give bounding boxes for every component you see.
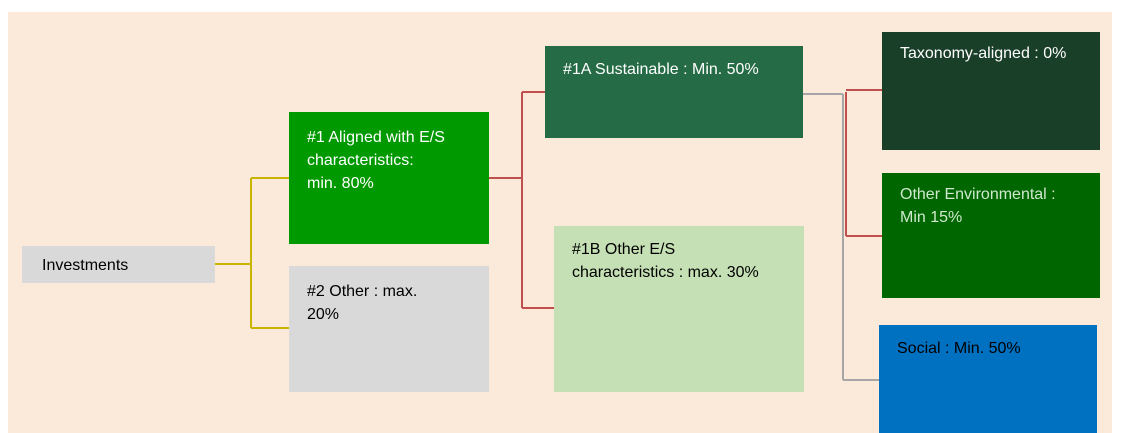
node: #1B Other E/S characteristics : max. 30%	[554, 226, 804, 392]
node: #1 Aligned with E/S characteristics: min…	[289, 112, 489, 244]
node: Investments	[22, 246, 215, 283]
node: Taxonomy-aligned : 0%	[882, 32, 1100, 150]
node: #2 Other : max. 20%	[289, 266, 489, 392]
node: #1A Sustainable : Min. 50%	[545, 46, 803, 138]
node: Social : Min. 50%	[879, 325, 1097, 433]
node: Other Environmental : Min 15%	[882, 173, 1100, 298]
connector	[215, 177, 289, 329]
connector	[489, 91, 554, 309]
connector	[803, 93, 879, 381]
connector	[845, 89, 882, 237]
